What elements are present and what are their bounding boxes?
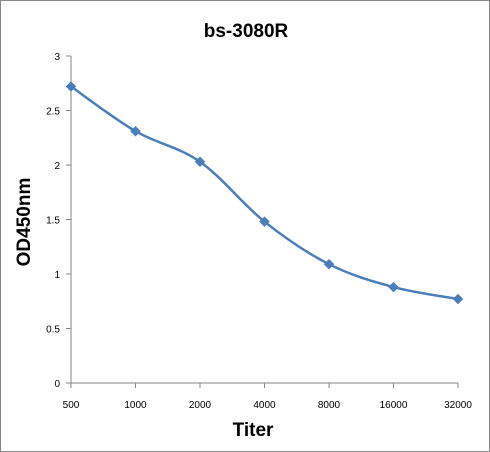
x-tick-label: 2000 — [189, 400, 212, 411]
x-tick-label: 4000 — [253, 400, 276, 411]
y-tick-label: 3 — [54, 52, 60, 63]
y-tick-label: 2.5 — [46, 107, 60, 118]
y-tick-label: 0.5 — [46, 325, 60, 336]
chart-title: bs-3080R — [204, 21, 289, 42]
y-ticks: 0 0.5 1 1.5 2 2.5 3 — [46, 52, 71, 390]
x-tick-label: 16000 — [380, 400, 408, 411]
x-tick-label: 500 — [63, 400, 80, 411]
y-tick-label: 1 — [54, 270, 60, 281]
data-point — [194, 156, 206, 168]
x-tick-label: 1000 — [124, 400, 147, 411]
data-point — [452, 293, 464, 305]
series-group — [65, 81, 464, 305]
y-tick-label: 0 — [54, 379, 60, 390]
x-tick-label: 32000 — [444, 400, 472, 411]
y-tick-label: 2 — [54, 161, 60, 172]
y-axis-label: OD450nm — [14, 178, 35, 267]
x-tick-label: 8000 — [318, 400, 341, 411]
data-point — [323, 258, 335, 270]
data-point — [259, 216, 270, 228]
data-point — [388, 281, 399, 293]
y-tick-label: 1.5 — [46, 216, 60, 227]
data-point — [65, 81, 77, 92]
data-point — [130, 125, 141, 137]
x-axis-label: Titer — [233, 420, 274, 441]
x-ticks: 500 1000 2000 4000 8000 16000 32000 — [63, 383, 472, 411]
series-line — [69, 85, 460, 301]
